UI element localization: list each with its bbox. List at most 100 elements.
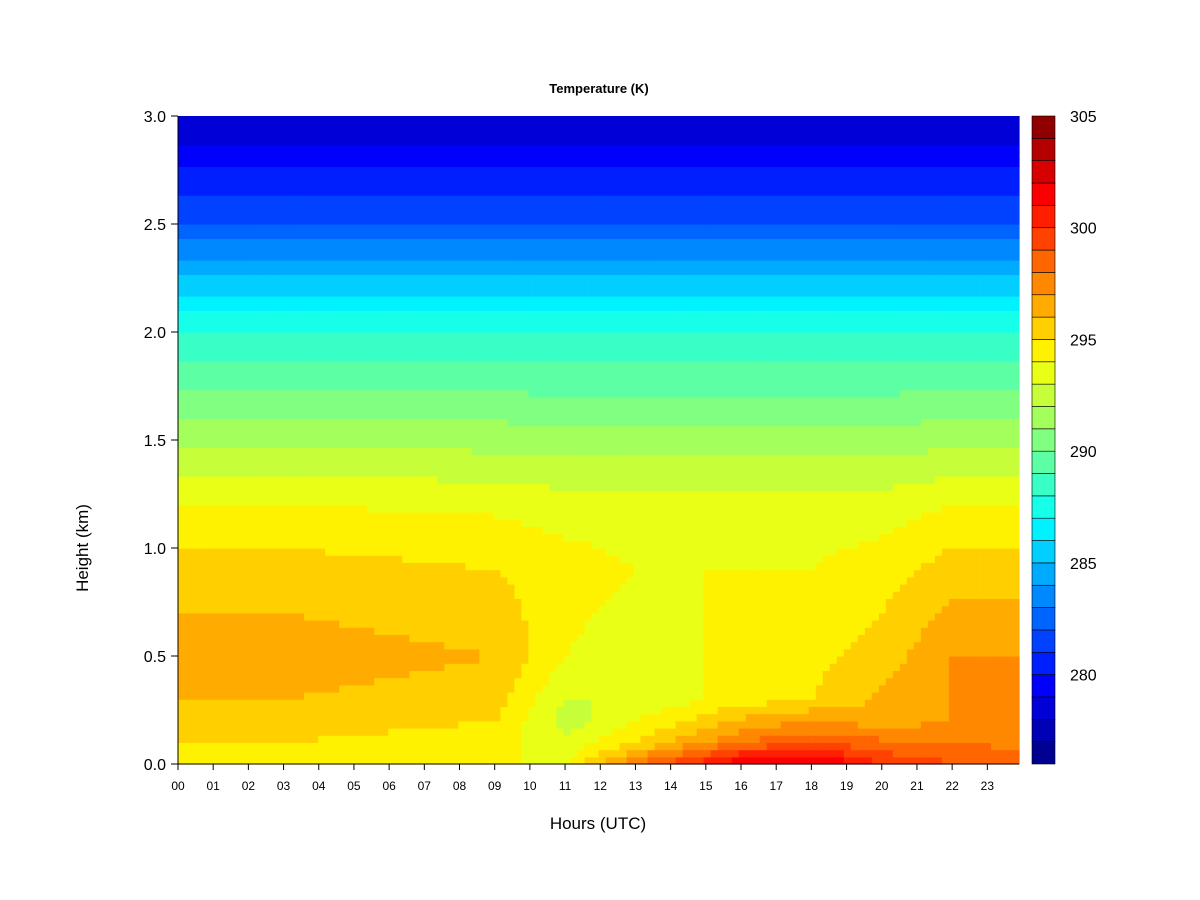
heatmap-cell (563, 461, 572, 470)
heatmap-cell (458, 137, 466, 146)
heatmap-cell (458, 360, 466, 369)
heatmap-cell (423, 540, 431, 549)
heatmap-cell (262, 548, 270, 556)
heatmap-cell (227, 634, 235, 643)
heatmap-cell (199, 180, 207, 189)
heatmap-cell (479, 555, 487, 563)
heatmap-cell (549, 749, 558, 758)
heatmap-cell (297, 742, 305, 751)
heatmap-cell (479, 440, 487, 448)
heatmap-cell (234, 224, 242, 232)
heatmap-cell (353, 353, 361, 362)
heatmap-cell (227, 260, 235, 268)
heatmap-cell (444, 260, 452, 268)
heatmap-cell (227, 339, 235, 347)
heatmap-cell (227, 497, 235, 506)
heatmap-cell (283, 591, 291, 599)
heatmap-cell (437, 173, 445, 182)
heatmap-cell (367, 296, 375, 304)
heatmap-cell (458, 224, 466, 232)
heatmap-cell (311, 389, 319, 398)
heatmap-cell (220, 584, 228, 592)
heatmap-cell (395, 692, 403, 700)
heatmap-cell (381, 332, 389, 340)
heatmap-cell (514, 123, 523, 131)
heatmap-cell (353, 418, 361, 427)
heatmap-cell (535, 404, 544, 412)
heatmap-cell (213, 699, 221, 707)
heatmap-cell (402, 252, 410, 261)
heatmap-cell (472, 404, 480, 412)
heatmap-cell (437, 116, 445, 124)
heatmap-cell (381, 476, 389, 484)
heatmap-cell (220, 404, 228, 412)
heatmap-cell (381, 533, 389, 542)
heatmap-cell (514, 432, 523, 441)
heatmap-cell (248, 504, 256, 513)
heatmap-cell (360, 310, 368, 319)
heatmap-cell (248, 296, 256, 304)
heatmap-cell (507, 540, 515, 549)
heatmap-cell (535, 591, 544, 599)
heatmap-cell (367, 245, 375, 254)
heatmap-cell (325, 540, 333, 549)
heatmap-cell (409, 519, 417, 527)
heatmap-cell (465, 137, 473, 146)
heatmap-cell (542, 663, 551, 671)
heatmap-cell (402, 224, 410, 232)
heatmap-cell (297, 238, 305, 247)
heatmap-cell (304, 188, 312, 196)
heatmap-cell (297, 454, 305, 463)
heatmap-cell (451, 591, 459, 599)
heatmap-cell (395, 576, 403, 585)
heatmap-cell (535, 116, 544, 124)
heatmap-cell (283, 569, 291, 578)
heatmap-cell (381, 238, 389, 247)
heatmap-cell (549, 454, 558, 463)
heatmap-cell (437, 238, 445, 247)
heatmap-cell (297, 130, 305, 139)
heatmap-cell (206, 461, 214, 470)
heatmap-cell (311, 324, 319, 333)
heatmap-cell (185, 612, 193, 621)
heatmap-cell (402, 663, 410, 671)
heatmap-cell (304, 425, 312, 434)
heatmap-cell (227, 332, 235, 340)
heatmap-cell (381, 627, 389, 635)
heatmap-cell (248, 180, 256, 189)
heatmap-cell (304, 497, 312, 506)
heatmap-cell (339, 677, 347, 686)
heatmap-cell (451, 231, 459, 239)
heatmap-cell (178, 569, 186, 578)
heatmap-cell (290, 202, 298, 211)
heatmap-cell (199, 468, 207, 477)
heatmap-cell (423, 296, 431, 304)
heatmap-cell (297, 490, 305, 499)
heatmap-cell (437, 389, 445, 398)
heatmap-cell (521, 641, 530, 650)
heatmap-cell (514, 684, 523, 693)
heatmap-cell (535, 526, 544, 535)
heatmap-cell (472, 605, 480, 614)
heatmap-cell (535, 231, 544, 239)
heatmap-cell (290, 699, 298, 707)
heatmap-cell (311, 540, 319, 549)
heatmap-cell (283, 497, 291, 506)
heatmap-cell (332, 742, 340, 751)
heatmap-cell (514, 699, 523, 707)
heatmap-cell (290, 641, 298, 650)
heatmap-cell (535, 332, 544, 340)
heatmap-cell (395, 548, 403, 556)
heatmap-cell (332, 749, 340, 758)
heatmap-cell (381, 468, 389, 477)
heatmap-cell (297, 562, 305, 571)
heatmap-cell (353, 324, 361, 333)
heatmap-cell (479, 368, 487, 376)
heatmap-cell (241, 346, 249, 355)
heatmap-cell (248, 476, 256, 484)
heatmap-cell (192, 360, 200, 369)
heatmap-cell (227, 396, 235, 405)
heatmap-cell (388, 332, 396, 340)
heatmap-cell (346, 627, 354, 635)
heatmap-cell (297, 713, 305, 722)
